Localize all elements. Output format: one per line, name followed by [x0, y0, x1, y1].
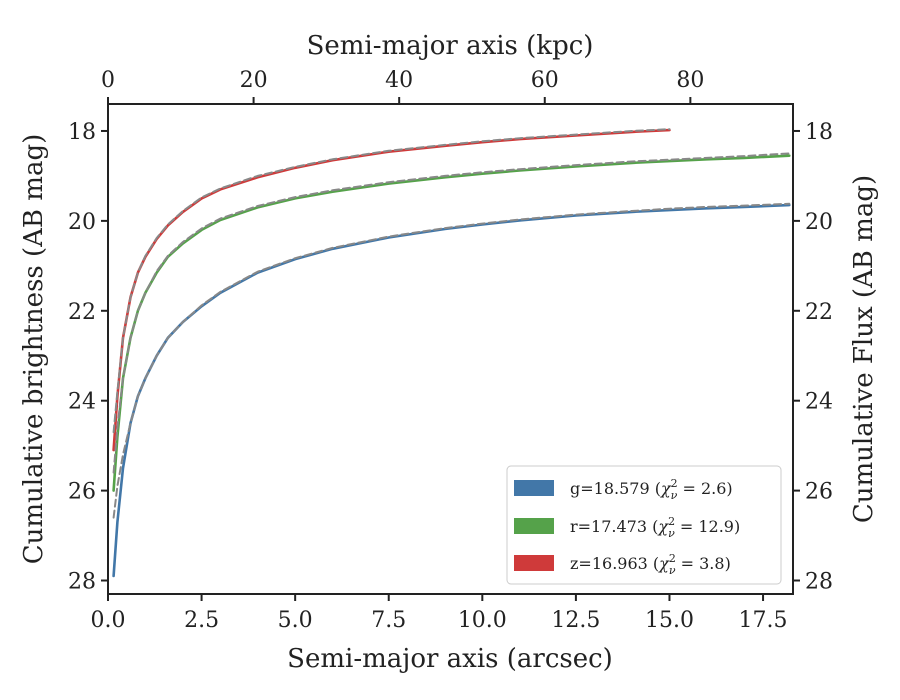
series-line-z-model	[112, 128, 671, 434]
x-tick-label: 7.5	[371, 608, 406, 633]
top-x-tick-label: 0	[101, 68, 115, 93]
y-tick-label: 26	[68, 480, 96, 505]
series-line-r-model	[112, 152, 791, 474]
right-y-tick-label: 18	[805, 120, 833, 145]
right-y-tick-label: 24	[805, 390, 833, 415]
top-x-axis: 0 20 40 60 80	[101, 68, 704, 104]
top-x-tick-label: 40	[385, 68, 413, 93]
series-line-g-model	[112, 202, 791, 519]
y-tick-label: 22	[68, 300, 96, 325]
x-tick-label: 15.0	[645, 608, 694, 633]
right-y-tick-label: 22	[805, 300, 833, 325]
y-tick-label: 28	[68, 570, 96, 595]
x-tick-label: 17.5	[739, 608, 788, 633]
right-y-axis: 18 20 22 24 26 28	[793, 120, 833, 595]
legend-swatch-g	[514, 480, 554, 496]
left-y-axis: 18 20 22 24 26 28	[68, 120, 108, 595]
y-tick-label: 18	[68, 120, 96, 145]
legend-label-g: g=18.579 (χ2 ν = 2.6)	[570, 477, 733, 502]
legend: g=18.579 (χ2 ν = 2.6) r=17.473 (χ2 ν = 12.…	[506, 465, 782, 585]
y-tick-label: 20	[68, 210, 96, 235]
x-tick-label: 0.0	[91, 608, 126, 633]
x-tick-label: 12.5	[551, 608, 600, 633]
right-y-tick-label: 26	[805, 480, 833, 505]
top-x-axis-title: Semi-major axis (kpc)	[307, 31, 594, 61]
legend-box	[506, 465, 782, 585]
bottom-x-axis: 0.0 2.5 5.0 7.5 10.0 12.5 15.0 17.5	[91, 594, 788, 633]
legend-swatch-z	[514, 555, 554, 571]
legend-label-z: z=16.963 (χ2 ν = 3.8)	[570, 552, 731, 577]
x-tick-label: 5.0	[278, 608, 313, 633]
series-layer	[112, 128, 791, 578]
y-axis-title: Cumulative brightness (AB mag)	[19, 134, 49, 565]
plot-frame	[107, 103, 794, 595]
x-tick-label: 10.0	[458, 608, 507, 633]
right-y-tick-label: 28	[805, 570, 833, 595]
legend-swatch-r	[514, 518, 554, 534]
y-tick-label: 24	[68, 390, 96, 415]
right-y-axis-title: Cumulative Flux (AB mag)	[849, 175, 879, 523]
top-x-tick-label: 60	[531, 68, 559, 93]
x-tick-label: 2.5	[184, 608, 219, 633]
legend-label-r: r=17.473 (χ2 ν = 12.9)	[570, 515, 740, 540]
x-axis-title: Semi-major axis (arcsec)	[287, 644, 613, 674]
top-x-tick-label: 20	[240, 68, 268, 93]
right-y-tick-label: 20	[805, 210, 833, 235]
top-x-tick-label: 80	[676, 68, 704, 93]
